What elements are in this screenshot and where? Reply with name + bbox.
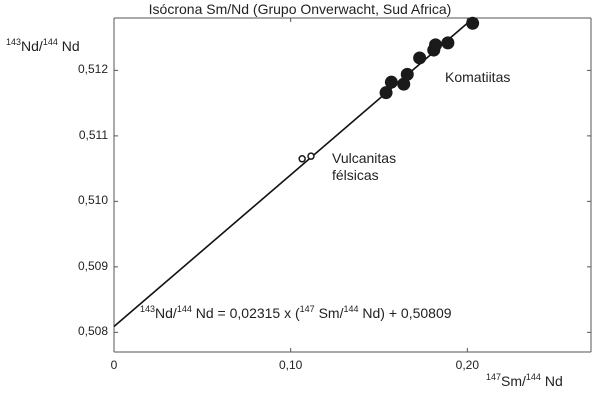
- komatiitas-point: [379, 86, 393, 100]
- y-tick-label: 0,512: [77, 62, 108, 77]
- komatiitas-point: [429, 38, 443, 52]
- komatiitas-point: [384, 75, 398, 89]
- komatiitas-point: [400, 67, 414, 81]
- x-axis-label: 147Sm/144 Nd: [486, 372, 563, 390]
- vulcanitas-point: [298, 155, 306, 163]
- komatiitas-point: [413, 51, 427, 65]
- y-tick-label: 0,508: [77, 324, 108, 339]
- chart-title: Isócrona Sm/Nd (Grupo Onverwacht, Sud Af…: [148, 1, 452, 17]
- y-tick-label: 0,510: [77, 193, 108, 208]
- y-axis-label: 143Nd/144 Nd: [6, 37, 80, 55]
- y-tick-label: 0,509: [77, 258, 108, 273]
- komatiitas-point: [397, 77, 411, 91]
- vulcanitas-point: [307, 152, 315, 160]
- regression-line: [113, 17, 474, 328]
- legend-label-vulcanitas: Vulcanitas félsicas: [332, 150, 397, 183]
- chart-axes: [113, 17, 592, 353]
- x-tick-label: 0,10: [278, 358, 303, 372]
- x-tick-label: 0: [110, 358, 118, 372]
- regression-line-path: [113, 17, 474, 328]
- y-tick-label: 0,511: [78, 127, 108, 142]
- legend-label-komatiitas: Komatiitas: [445, 69, 511, 85]
- regression-equation: 143Nd/144 Nd = 0,02315 x (147 Sm/144 Nd)…: [140, 304, 452, 322]
- komatiitas-point: [441, 36, 455, 50]
- data-points: [298, 16, 480, 163]
- komatiitas-point: [466, 16, 480, 30]
- x-tick-label: 0,20: [455, 358, 480, 372]
